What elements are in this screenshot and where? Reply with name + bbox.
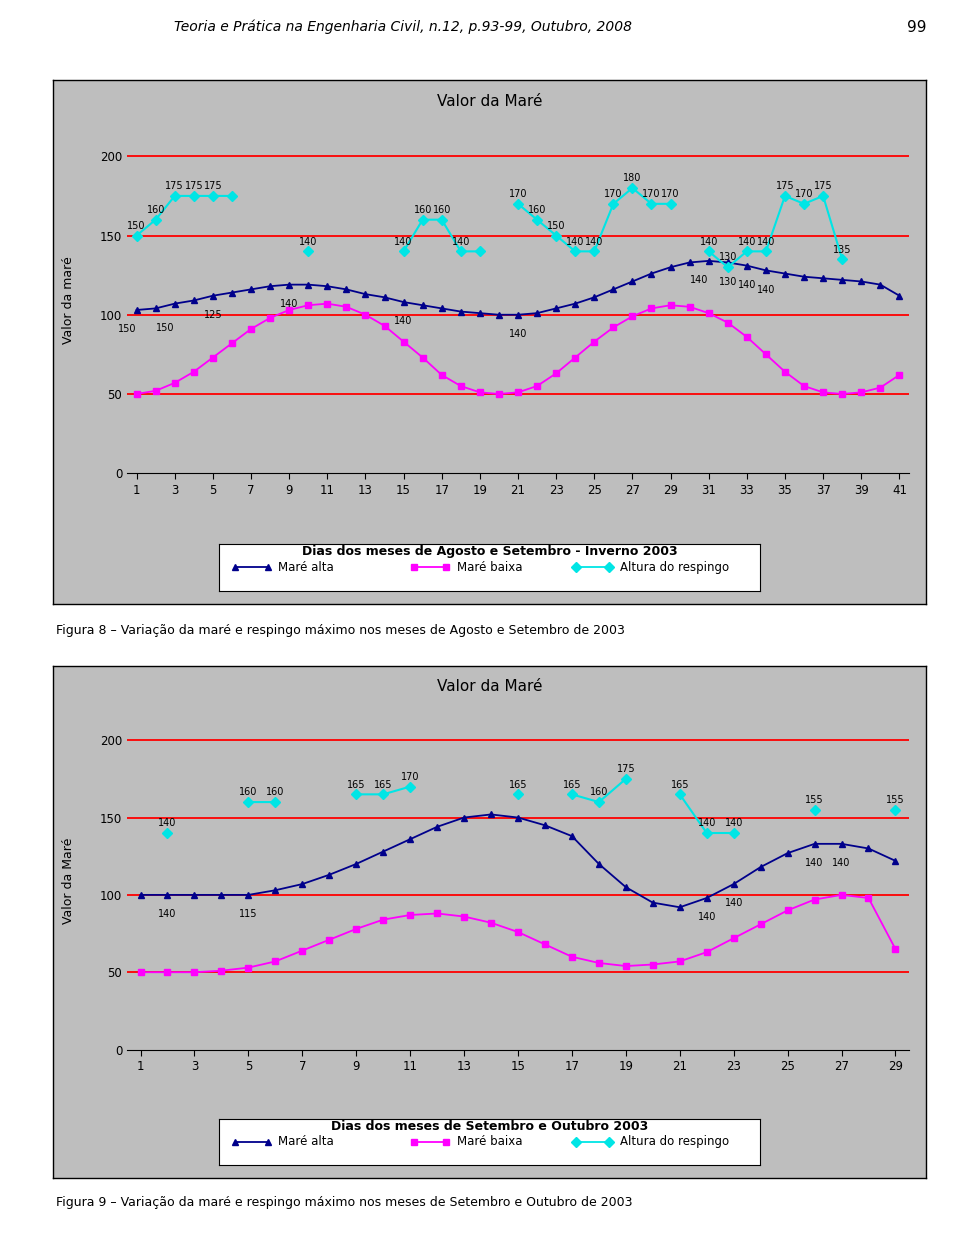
Text: 170: 170 [795,189,813,199]
Text: 150: 150 [156,323,174,333]
Text: 170: 170 [661,189,680,199]
Text: 175: 175 [184,181,204,191]
Text: 175: 175 [776,181,794,191]
Text: 140: 140 [756,237,775,247]
Text: 165: 165 [670,779,689,789]
Text: 140: 140 [725,819,743,829]
Text: Maré baixa: Maré baixa [457,561,522,575]
Text: 115: 115 [239,909,257,919]
Text: 140: 140 [698,819,716,829]
Text: Teoria e Prática na Engenharia Civil, n.12, p.93-99, Outubro, 2008: Teoria e Prática na Engenharia Civil, n.… [174,20,633,35]
Text: 140: 140 [756,285,775,295]
Text: 160: 160 [433,205,451,215]
Text: Figura 9 – Variação da maré e respingo máximo nos meses de Setembro e Outubro de: Figura 9 – Variação da maré e respingo m… [56,1196,633,1208]
Text: 99: 99 [907,20,926,35]
Text: 160: 160 [589,788,608,798]
Text: 180: 180 [623,174,641,184]
Text: 170: 170 [604,189,623,199]
Text: 135: 135 [833,244,852,254]
Text: Altura do respingo: Altura do respingo [619,1136,729,1148]
Text: 170: 170 [509,189,527,199]
Text: 140: 140 [299,237,318,247]
Text: 150: 150 [128,221,146,231]
Text: Altura do respingo: Altura do respingo [619,561,729,575]
Text: 140: 140 [585,237,604,247]
Text: 140: 140 [690,275,708,285]
Text: Valor da maré: Valor da maré [62,256,75,344]
Text: Maré baixa: Maré baixa [457,1136,522,1148]
Text: 140: 140 [451,237,470,247]
Text: 165: 165 [347,779,366,789]
Text: Figura 8 – Variação da maré e respingo máximo nos meses de Agosto e Setembro de : Figura 8 – Variação da maré e respingo m… [56,624,625,636]
Text: 175: 175 [204,181,222,191]
Text: 140: 140 [725,898,743,907]
Text: 130: 130 [719,253,737,263]
Text: 140: 140 [395,317,413,327]
Text: 140: 140 [832,858,851,868]
Text: 150: 150 [547,221,565,231]
Text: 140: 140 [158,819,177,829]
Text: 140: 140 [395,237,413,247]
Text: 140: 140 [566,237,585,247]
Text: Valor da Maré: Valor da Maré [437,679,542,694]
Text: 130: 130 [719,276,737,287]
Text: 165: 165 [509,779,527,789]
Text: 140: 140 [700,237,718,247]
Text: 150: 150 [118,324,136,334]
Text: 175: 175 [814,181,832,191]
Text: 160: 160 [147,205,165,215]
Text: 140: 140 [805,858,824,868]
Text: Valor da Maré: Valor da Maré [437,94,542,109]
Text: 140: 140 [280,298,299,309]
Text: 140: 140 [509,329,527,339]
Text: 140: 140 [158,909,177,919]
Text: 160: 160 [414,205,432,215]
Text: 175: 175 [165,181,184,191]
Text: 125: 125 [204,309,222,321]
Text: 160: 160 [239,788,257,798]
Text: 175: 175 [616,764,636,774]
Text: Dias dos meses de Setembro e Outubro 2003: Dias dos meses de Setembro e Outubro 200… [331,1120,648,1133]
Text: 160: 160 [266,788,284,798]
Text: 140: 140 [737,280,756,290]
Text: 170: 170 [642,189,660,199]
Text: 165: 165 [374,779,393,789]
Text: 140: 140 [698,912,716,922]
Text: 170: 170 [401,772,420,782]
Text: 160: 160 [528,205,546,215]
Text: Dias dos meses de Agosto e Setembro - Inverno 2003: Dias dos meses de Agosto e Setembro - In… [301,545,678,559]
Text: 165: 165 [563,779,581,789]
Text: 155: 155 [886,795,904,805]
Text: Valor da Maré: Valor da Maré [62,837,75,924]
Text: Maré alta: Maré alta [278,1136,334,1148]
Text: Maré alta: Maré alta [278,561,334,575]
Text: 140: 140 [737,237,756,247]
Text: 155: 155 [805,795,824,805]
